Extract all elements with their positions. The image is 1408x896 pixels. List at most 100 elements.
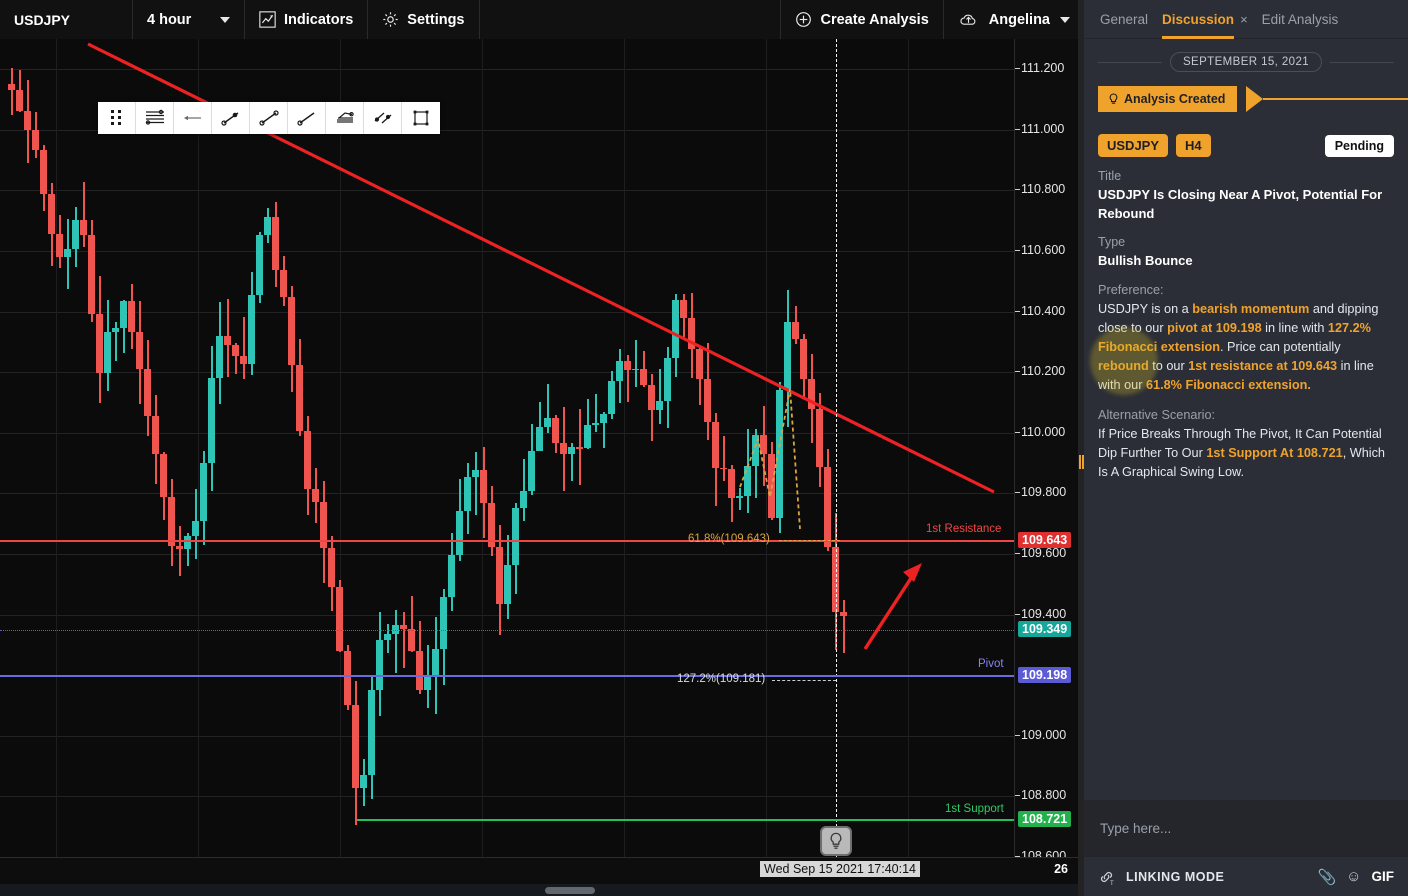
segment-dots-icon[interactable] [212,102,250,134]
up-arrow-annotation [863,563,922,650]
horizontal-lines-icon[interactable] [136,102,174,134]
price-tick: 110.400 [1014,303,1066,318]
trend-line-icon[interactable] [250,102,288,134]
horizontal-scrollbar[interactable] [0,883,1084,896]
tab-edit-analysis[interactable]: Edit Analysis [1261,11,1339,27]
chart-pane: USDJPY 4 hour Indicators [0,0,1084,896]
gear-icon [383,12,399,27]
date-separator: SEPTEMBER 15, 2021 [1098,52,1394,72]
time-crosshair [836,39,837,857]
price-tick: 110.200 [1014,364,1066,379]
rectangle-icon[interactable] [402,102,440,134]
fib-retracement-drawing [739,388,801,530]
settings-button[interactable]: Settings [368,0,480,39]
pane-divider[interactable] [1078,0,1084,896]
grid-line-h [0,796,1014,798]
scrollbar-thumb[interactable] [545,887,595,894]
price-tick: 109.400 [1014,606,1067,621]
title-field-label: Title [1098,169,1122,183]
pivot-line [0,674,1014,677]
drawings-layer: 1st Resistance Pivot 1st Support 61.8%(1… [0,39,1014,857]
discussion-sidebar: General Discussion × Edit Analysis SEPTE… [1084,0,1408,896]
symbol-label: USDJPY [14,11,71,28]
banner-arrow [1246,86,1263,112]
grid-line-h [0,432,1014,434]
timeframe-chip: H4 [1176,134,1211,157]
analysis-marker-bulb-icon[interactable] [820,826,852,856]
user-name-label: Angelina [988,11,1050,28]
discussion-body: SEPTEMBER 15, 2021 Analysis Created USDJ… [1084,39,1408,800]
indicators-button[interactable]: Indicators [245,0,369,39]
alternative-text: If Price Breaks Through The Pivot, It Ca… [1098,427,1385,479]
banner-tag: Analysis Created [1098,86,1238,112]
grid-line-h [0,69,1014,71]
arrow-left-icon[interactable] [174,102,212,134]
divider-grip-icon[interactable] [1079,455,1084,469]
linking-mode-label: LINKING MODE [1126,869,1225,884]
indicators-label: Indicators [284,11,354,28]
tab-close-icon[interactable]: × [1240,11,1248,27]
time-axis-right-label: 26 [1054,862,1068,876]
gif-button[interactable]: GIF [1371,869,1395,884]
preference-text: USDJPY is on a bearish momentum and dipp… [1098,302,1379,392]
svg-text:T: T [1110,881,1114,886]
resistance-line [0,540,1014,542]
drawing-toolbar [98,102,440,134]
cursor-time-label: Wed Sep 15 2021 17:40:14 [760,861,920,877]
attachment-icon[interactable]: 📎 [1317,868,1337,886]
price-tick: 111.000 [1014,121,1065,136]
fib-channel-icon[interactable] [326,102,364,134]
tab-general[interactable]: General [1100,11,1149,27]
price-tick: 109.000 [1014,727,1067,742]
create-analysis-button[interactable]: Create Analysis [781,0,944,39]
price-tick: 109.600 [1014,546,1067,561]
sidebar-tabs: General Discussion × Edit Analysis [1084,0,1408,39]
grid-line-h [0,129,1014,131]
tab-discussion[interactable]: Discussion [1162,0,1235,39]
fib-1272-dash [772,679,836,681]
timeframe-label: 4 hour [147,11,192,28]
fib-618-label: 61.8%(109.643) [688,533,770,545]
drag-handle-icon[interactable] [98,102,136,134]
price-tick: 110.000 [1014,424,1066,439]
chart-line-icon [259,11,276,28]
message-composer[interactable] [1084,800,1408,856]
time-axis[interactable]: Wed Sep 15 2021 17:40:14 26 [0,857,1084,883]
current-price-tag: 109.349 [1018,621,1072,638]
emoji-icon[interactable]: ☺ [1346,868,1362,885]
toolbar-spacer [480,0,782,39]
pivot-tag: 109.198 [1018,666,1072,683]
chevron-down-icon [220,16,230,23]
grid-line-h [0,372,1014,374]
price-tick: 110.800 [1014,182,1066,197]
message-input[interactable] [1100,820,1392,836]
grid-line-h [0,493,1014,495]
linking-mode-icon[interactable]: T [1098,868,1116,886]
separator-line-left [1098,61,1162,63]
ray-icon[interactable] [288,102,326,134]
settings-label: Settings [407,11,465,28]
symbol-chip: USDJPY [1098,134,1169,157]
chevron-down-icon [1060,16,1070,23]
symbol-selector[interactable]: USDJPY [0,0,133,39]
support-line [357,819,1014,822]
fib-618-dash [779,540,840,541]
preference-section: Preference: USDJPY is on a bearish momen… [1098,281,1394,395]
price-tick: 108.800 [1014,788,1067,803]
grid-line-v [56,39,57,857]
parallel-lines-icon[interactable] [364,102,402,134]
support-tag: 108.721 [1018,811,1072,828]
timeframe-selector[interactable]: 4 hour [133,0,245,39]
price-axis[interactable]: 111.200 111.000 110.800 110.600 110.400 110.2… [1014,39,1084,863]
meta-chips-row: USDJPY H4 Pending [1098,134,1394,157]
price-plot[interactable]: 1st Resistance Pivot 1st Support 61.8%(1… [0,39,1014,857]
resistance-label: 1st Resistance [926,523,1002,535]
grid-line-h [0,735,1014,737]
create-analysis-label: Create Analysis [820,11,929,28]
type-field-label: Type [1098,235,1126,249]
user-menu[interactable]: Angelina [944,0,1084,39]
preference-label: Preference: [1098,283,1164,297]
price-tick: 109.800 [1014,485,1067,500]
analysis-created-banner: Analysis Created [1098,86,1408,112]
grid-line-h [0,190,1014,192]
